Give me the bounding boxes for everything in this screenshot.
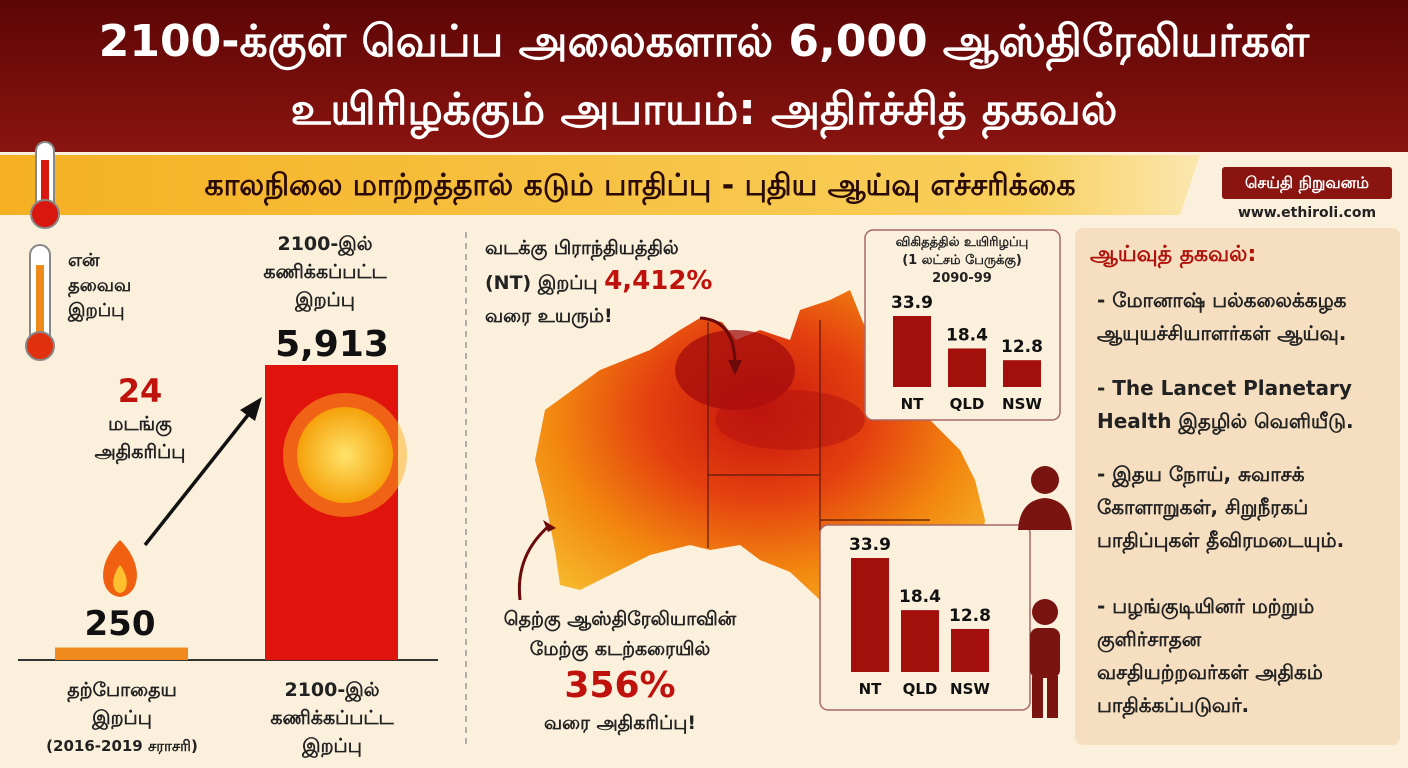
research-line: - மோனாஷ் பல்கலைக்கழக: [1097, 288, 1347, 312]
rate-value: 12.8: [949, 606, 991, 626]
category-line: இறப்பு: [92, 707, 152, 729]
rate-value: 18.4: [899, 587, 941, 607]
top-label-line: கணிக்கப்பட்ட: [263, 261, 387, 283]
rate-category: QLD: [903, 680, 938, 698]
legend-line: என்: [68, 250, 100, 271]
callout-line: (NT) இறப்பு: [485, 272, 598, 294]
category-line: தற்போதைய: [67, 679, 177, 701]
legend-line: இறப்பு: [68, 300, 125, 321]
multiplier: 24: [117, 372, 163, 410]
person-icon: [1030, 599, 1060, 718]
research-line: வசதியற்றவர்கள் அதிகம்: [1097, 660, 1323, 684]
brand: செய்தி நிறுவனம்: [1244, 173, 1370, 192]
research-line: - இதய நோய், சுவாசக்: [1097, 462, 1305, 486]
research-line: - The Lancet Planetary: [1097, 376, 1352, 400]
research-line: பாதிப்புகள் தீவிரமடையும்.: [1097, 528, 1345, 552]
multiplier-line: மடங்கு: [108, 413, 172, 435]
multiplier-line: அதிகரிப்பு: [94, 441, 186, 463]
north-arrowhead: [728, 360, 742, 375]
west-arrowhead: [543, 520, 556, 532]
callout-line: (NT) இறப்பு 4,412%: [485, 265, 712, 300]
bar-value: 5,913: [275, 324, 389, 365]
category-line: கணிக்கப்பட்ட: [270, 707, 394, 729]
title-line: 2100-க்குள் வெப்ப அலைகளால் 6,000 ஆஸ்திரே…: [98, 16, 1310, 67]
rate-title-line: விகிதத்தில் உயிரிழப்பு: [895, 235, 1029, 250]
category-line: (2016-2019 சராசரி): [46, 737, 198, 755]
rate-value: 12.8: [1001, 337, 1043, 357]
rate-title-line: 2090-99: [932, 271, 992, 286]
rate-bar: [851, 558, 889, 672]
rate-bar: [893, 316, 931, 387]
rate-title-line: (1 லட்சம் பேருக்கு): [902, 253, 1022, 268]
rate-category: NSW: [950, 680, 990, 698]
rate-value: 33.9: [891, 293, 933, 313]
thermometer-icon: [30, 141, 60, 229]
flame-icon: [103, 540, 137, 597]
legend-line: தவைவ: [68, 275, 132, 296]
legend: என் தவைவ இறப்பு: [68, 248, 131, 323]
sun-icon: [283, 393, 407, 517]
rate-value: 33.9: [849, 535, 891, 555]
research-line: - பழங்குடியினர் மற்றும்: [1097, 594, 1315, 618]
subtitle: காலநிலை மாற்றத்தால் கடும் பாதிப்பு - புத…: [204, 168, 1076, 203]
research-line: பாதிக்கப்படுவர்.: [1097, 693, 1250, 717]
title-line: உயிரிழக்கும் அபாயம்: அதிர்ச்சித் தகவல்: [290, 84, 1118, 135]
callout-line: வரை அதிகரிப்பு!: [543, 712, 697, 734]
rate-category: QLD: [950, 395, 985, 413]
callout-line: மேற்கு கடற்கரையில்: [529, 638, 711, 660]
rate-category: NT: [901, 395, 925, 413]
research-panel: [1075, 228, 1400, 745]
rate-bar: [901, 610, 939, 672]
callout-line: தெற்கு ஆஸ்திரேலியாவின்: [503, 608, 737, 630]
west-callout: தெற்கு ஆஸ்திரேலியாவின் மேற்கு கடற்கரையில…: [504, 604, 736, 738]
callout-line: வடக்கு பிராந்தியத்தில்: [485, 237, 679, 259]
research-line: குளிர்சாதன: [1097, 627, 1202, 651]
rate-bar: [1003, 360, 1041, 387]
rate-bar: [951, 628, 989, 672]
north-callout: வடக்கு பிராந்தியத்தில் (NT) இறப்பு 4,412…: [485, 232, 712, 333]
research-line: Health இதழில் வெளியீடு.: [1097, 409, 1354, 433]
callout-line: வரை உயரும்!: [485, 305, 613, 327]
category-line: இறப்பு: [302, 735, 362, 757]
legend-thermometer: [25, 244, 55, 361]
category-label: 2100-இல் கணிக்கப்பட்ட இறப்பு: [270, 676, 393, 760]
growth-arrow: [143, 408, 254, 547]
header-bg: [0, 0, 1408, 152]
doctor-icon: [1018, 466, 1072, 530]
subtitle-band: [0, 155, 1200, 215]
category-line: 2100-இல்: [284, 679, 380, 701]
research-line: ஆயுயச்சியாளர்கள் ஆய்வு.: [1097, 321, 1347, 345]
top-label-line: இறப்பு: [295, 289, 355, 311]
callout-value: 356%: [564, 665, 676, 706]
research-line: கோளாறுகள், சிறுநீரகப்: [1097, 495, 1309, 519]
research-heading: ஆய்வுத் தகவல்:: [1090, 242, 1257, 267]
top-label-line: 2100-இல்: [277, 233, 373, 255]
multiplier-label: மடங்கு அதிகரிப்பு: [95, 410, 186, 466]
rate-category: NSW: [1002, 395, 1042, 413]
rate-category: NT: [859, 680, 883, 698]
west-arrow: [517, 523, 551, 601]
top-label: 2100-இல் கணிக்கப்பட்ட இறப்பு: [263, 230, 386, 314]
brand-box: [1222, 167, 1392, 199]
category-label: தற்போதைய இறப்பு (2016-2019 சராசரி): [46, 676, 198, 760]
growth-arrowhead: [240, 397, 262, 421]
bar-value: 250: [85, 604, 156, 644]
website: www.ethiroli.com: [1237, 205, 1377, 221]
callout-value: 4,412%: [604, 266, 713, 296]
bar: [55, 647, 188, 660]
north-arrow: [699, 316, 737, 366]
rate-value: 18.4: [946, 325, 988, 345]
rate-bar: [948, 348, 986, 387]
rate-chart-title: விகிதத்தில் உயிரிழப்பு (1 லட்சம் பேருக்க…: [896, 234, 1029, 288]
